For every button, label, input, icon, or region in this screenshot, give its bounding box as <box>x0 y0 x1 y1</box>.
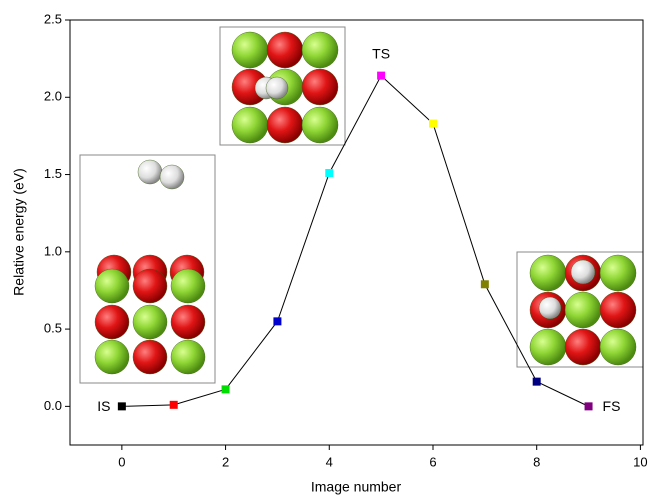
atom <box>530 255 566 291</box>
atom <box>600 329 636 365</box>
annotation: IS <box>97 398 110 414</box>
point <box>273 317 281 325</box>
atom <box>600 255 636 291</box>
chart: Image number Relative energy (eV) 0 2 4 6 8 1… <box>0 0 655 497</box>
atom <box>600 292 636 328</box>
atom <box>267 32 303 68</box>
x-axis-label: Image number <box>311 479 402 495</box>
point <box>429 120 437 128</box>
atom <box>171 340 205 374</box>
x-tick-label: 0 <box>118 454 125 469</box>
point <box>533 378 541 386</box>
atom <box>565 292 601 328</box>
atom <box>232 32 268 68</box>
x-tick-label: 2 <box>222 454 229 469</box>
y-axis-label: Relative energy (eV) <box>11 168 27 296</box>
atom <box>95 340 129 374</box>
atom <box>171 269 205 303</box>
atom <box>232 107 268 143</box>
x-tick-label: 8 <box>533 454 540 469</box>
annotation: FS <box>603 398 621 414</box>
x-tick-label: 10 <box>633 454 647 469</box>
atom <box>160 165 184 189</box>
y-tick-label: 1.5 <box>44 166 62 181</box>
atom <box>302 32 338 68</box>
point <box>222 385 230 393</box>
point <box>585 402 593 410</box>
y-tick-label: 0.5 <box>44 321 62 336</box>
x-tick-label: 6 <box>429 454 436 469</box>
point <box>481 280 489 288</box>
atom <box>302 69 338 105</box>
atom <box>95 269 129 303</box>
y-tick-label: 2.5 <box>44 11 62 26</box>
atom <box>267 107 303 143</box>
atom <box>571 260 595 284</box>
atom <box>171 305 205 339</box>
atom <box>133 305 167 339</box>
x-tick-label: 4 <box>326 454 333 469</box>
atom <box>95 305 129 339</box>
atom <box>133 340 167 374</box>
atom <box>565 329 601 365</box>
y-tick-label: 2.0 <box>44 89 62 104</box>
atom <box>530 329 566 365</box>
point <box>170 401 178 409</box>
point <box>325 169 333 177</box>
y-tick-label: 1.0 <box>44 243 62 258</box>
atom <box>133 269 167 303</box>
atom <box>302 107 338 143</box>
point <box>377 72 385 80</box>
atom <box>266 77 288 99</box>
atom <box>539 297 561 319</box>
y-tick-label: 0.0 <box>44 398 62 413</box>
atom <box>138 160 162 184</box>
point <box>118 402 126 410</box>
annotation: TS <box>372 45 390 61</box>
insets <box>80 27 643 383</box>
